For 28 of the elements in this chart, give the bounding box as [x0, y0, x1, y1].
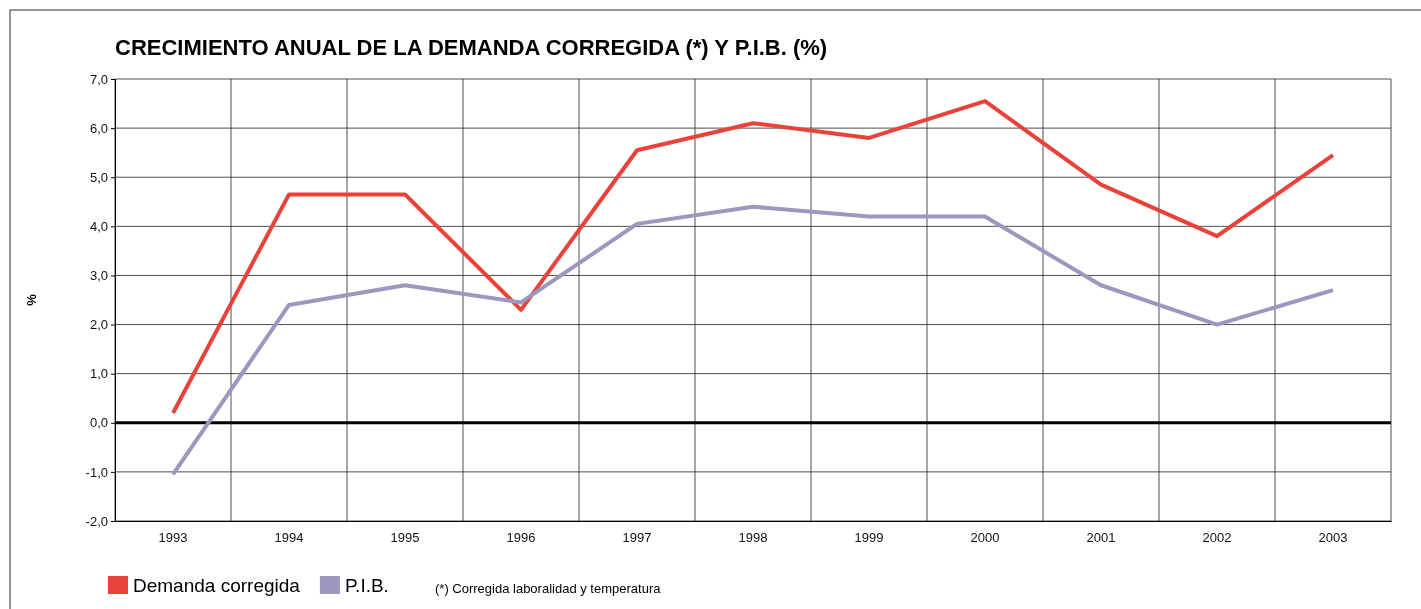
x-tick-label: 1997: [622, 530, 652, 546]
x-tick-label: 1995: [390, 530, 420, 546]
x-tick-label: 2002: [1202, 530, 1232, 546]
x-tick-label: 2001: [1086, 530, 1116, 546]
y-tick-label: 5,0: [89, 169, 108, 185]
line-series: [171, 99, 1335, 415]
y-tick-label: 3,0: [89, 268, 108, 284]
y-tick-label: -2,0: [85, 513, 108, 529]
legend-label: Demanda corregida: [133, 575, 301, 596]
x-tick-label: 1999: [854, 530, 884, 546]
y-tick-label: -1,0: [85, 464, 108, 480]
legend-label: P.I.B.: [344, 575, 389, 596]
x-tick-label: 1993: [158, 530, 188, 546]
x-tick-label: 2000: [970, 530, 1000, 546]
y-tick-label: 6,0: [89, 120, 108, 136]
x-tick-label: 1994: [274, 530, 304, 546]
y-tick-label: 7,0: [89, 71, 108, 87]
y-tick-label: 2,0: [89, 317, 108, 333]
y-tick-label: 1,0: [89, 366, 108, 382]
y-tick-label: 4,0: [89, 218, 108, 234]
x-tick-label: 2003: [1318, 530, 1348, 546]
y-axis-title: %: [24, 293, 39, 306]
chart-title: CRECIMIENTO ANUAL DE LA DEMANDA CORREGIDA (*) Y P.I.B. (%): [115, 35, 828, 60]
x-tick-label: 1998: [738, 530, 768, 546]
y-tick-label: 0,0: [89, 415, 108, 431]
line-series: [171, 204, 1335, 477]
text: (*) Corregida laboralidad y temperatura: [435, 581, 662, 596]
x-tick-label: 1996: [506, 530, 536, 546]
